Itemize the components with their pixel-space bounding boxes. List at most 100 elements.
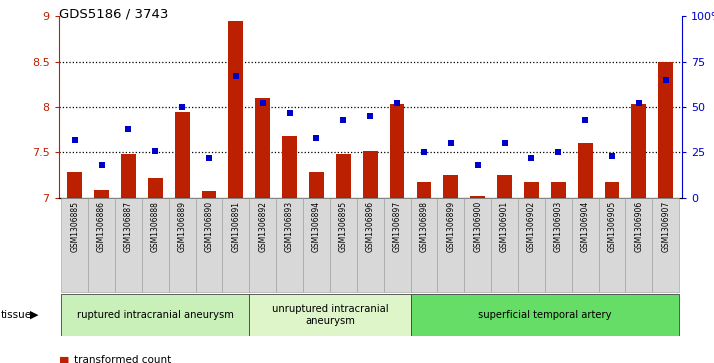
FancyBboxPatch shape <box>357 198 383 292</box>
FancyBboxPatch shape <box>88 198 115 292</box>
Bar <box>524 183 539 198</box>
Bar <box>497 175 512 198</box>
Point <box>338 117 349 123</box>
FancyBboxPatch shape <box>438 198 464 292</box>
Text: GSM1306886: GSM1306886 <box>97 201 106 252</box>
Point <box>364 113 376 119</box>
Bar <box>336 154 351 198</box>
FancyBboxPatch shape <box>115 198 142 292</box>
Point <box>633 101 645 106</box>
Bar <box>67 172 82 198</box>
Bar <box>282 136 297 198</box>
Text: tissue: tissue <box>1 310 32 320</box>
FancyBboxPatch shape <box>330 198 357 292</box>
Bar <box>94 190 109 198</box>
FancyBboxPatch shape <box>169 198 196 292</box>
Point <box>553 150 564 155</box>
Text: GSM1306890: GSM1306890 <box>204 201 213 252</box>
Point <box>472 162 483 168</box>
Bar <box>471 196 485 198</box>
Text: transformed count: transformed count <box>74 355 171 363</box>
Bar <box>175 112 189 198</box>
Text: GSM1306905: GSM1306905 <box>608 201 616 252</box>
Point <box>311 135 322 141</box>
Text: GSM1306896: GSM1306896 <box>366 201 375 252</box>
Point <box>499 140 511 146</box>
FancyBboxPatch shape <box>61 294 249 336</box>
Bar <box>443 175 458 198</box>
Text: GSM1306893: GSM1306893 <box>285 201 294 252</box>
Point <box>176 104 188 110</box>
Text: GSM1306891: GSM1306891 <box>231 201 241 252</box>
Text: ▶: ▶ <box>30 310 39 320</box>
FancyBboxPatch shape <box>249 198 276 292</box>
FancyBboxPatch shape <box>518 198 545 292</box>
Text: GSM1306899: GSM1306899 <box>446 201 456 252</box>
Point <box>445 140 456 146</box>
Text: GDS5186 / 3743: GDS5186 / 3743 <box>59 7 168 20</box>
FancyBboxPatch shape <box>196 198 223 292</box>
Bar <box>121 154 136 198</box>
Point <box>580 117 591 123</box>
FancyBboxPatch shape <box>249 294 411 336</box>
FancyBboxPatch shape <box>572 198 598 292</box>
Bar <box>416 182 431 198</box>
Bar <box>631 105 646 198</box>
Bar <box>551 182 565 198</box>
FancyBboxPatch shape <box>411 294 679 336</box>
Text: GSM1306887: GSM1306887 <box>124 201 133 252</box>
Bar <box>363 151 378 198</box>
FancyBboxPatch shape <box>598 198 625 292</box>
FancyBboxPatch shape <box>142 198 169 292</box>
Point <box>149 148 161 154</box>
Text: ■: ■ <box>59 355 69 363</box>
Text: GSM1306888: GSM1306888 <box>151 201 160 252</box>
Text: GSM1306902: GSM1306902 <box>527 201 536 252</box>
Point <box>391 101 403 106</box>
FancyBboxPatch shape <box>653 198 679 292</box>
Bar <box>578 143 593 198</box>
Point <box>203 155 215 161</box>
Text: GSM1306889: GSM1306889 <box>178 201 186 252</box>
Bar <box>228 21 243 198</box>
Point <box>284 110 296 115</box>
Point <box>418 150 430 155</box>
Text: GSM1306885: GSM1306885 <box>70 201 79 252</box>
Text: GSM1306904: GSM1306904 <box>580 201 590 252</box>
FancyBboxPatch shape <box>491 198 518 292</box>
Bar <box>201 191 216 198</box>
Text: unruptured intracranial
aneurysm: unruptured intracranial aneurysm <box>271 304 388 326</box>
Point <box>230 73 241 79</box>
Text: GSM1306897: GSM1306897 <box>393 201 401 252</box>
Point <box>123 126 134 132</box>
Text: GSM1306901: GSM1306901 <box>500 201 509 252</box>
Bar <box>256 98 270 198</box>
Text: GSM1306894: GSM1306894 <box>312 201 321 252</box>
Point <box>660 77 671 83</box>
FancyBboxPatch shape <box>464 198 491 292</box>
Text: GSM1306907: GSM1306907 <box>661 201 670 252</box>
Text: GSM1306906: GSM1306906 <box>634 201 643 252</box>
FancyBboxPatch shape <box>276 198 303 292</box>
FancyBboxPatch shape <box>411 198 438 292</box>
Bar <box>148 178 163 198</box>
Text: superficial temporal artery: superficial temporal artery <box>478 310 612 320</box>
Bar <box>605 183 620 198</box>
Text: GSM1306898: GSM1306898 <box>419 201 428 252</box>
Text: GSM1306900: GSM1306900 <box>473 201 482 252</box>
Point <box>257 101 268 106</box>
FancyBboxPatch shape <box>223 198 249 292</box>
Text: GSM1306892: GSM1306892 <box>258 201 267 252</box>
Point <box>69 137 81 143</box>
FancyBboxPatch shape <box>383 198 411 292</box>
Text: GSM1306903: GSM1306903 <box>554 201 563 252</box>
Bar <box>309 172 324 198</box>
FancyBboxPatch shape <box>303 198 330 292</box>
Point <box>526 155 537 161</box>
Point <box>606 153 618 159</box>
FancyBboxPatch shape <box>545 198 572 292</box>
Text: ruptured intracranial aneurysm: ruptured intracranial aneurysm <box>77 310 233 320</box>
Text: GSM1306895: GSM1306895 <box>339 201 348 252</box>
Bar <box>658 62 673 198</box>
FancyBboxPatch shape <box>625 198 653 292</box>
